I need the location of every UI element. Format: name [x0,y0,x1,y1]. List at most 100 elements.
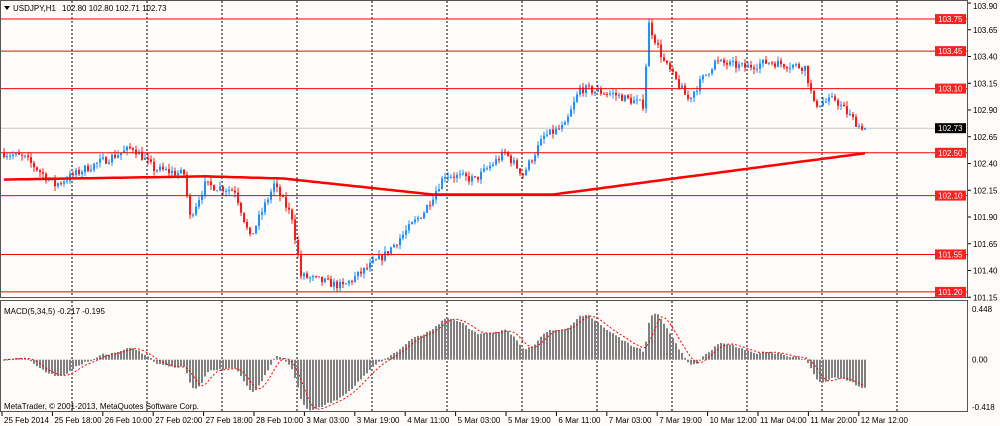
macd-bar [312,359,314,410]
macd-bar [6,359,8,361]
macd-bar [813,359,815,375]
bull-candle [648,22,650,67]
bear-candle [207,181,209,183]
macd-bar [231,359,233,369]
bull-candle [333,281,335,287]
bull-candle [144,158,146,160]
macd-bar [558,330,560,360]
macd-bar [354,359,356,386]
macd-bar [723,343,725,360]
bear-candle [519,168,521,174]
macd-bar [366,359,368,374]
macd-bar [630,345,632,360]
bear-candle [588,85,590,87]
bull-candle [15,153,17,155]
macd-bar [528,347,530,360]
macd-bar [339,359,341,398]
macd-bar [576,319,578,360]
bull-candle [24,155,26,157]
macd-bar [681,352,683,360]
bull-candle [48,179,50,181]
bear-candle [861,125,863,130]
macd-bar [537,340,539,360]
dropdown-triangle-icon[interactable] [4,6,10,10]
level-price-label: 102.50 [938,149,963,158]
bull-candle [570,109,572,117]
time-tick-label: 10 Mar 12:00 [710,416,758,425]
bull-candle [93,163,95,170]
macd-bar [357,359,359,382]
macd-bar [36,359,38,367]
macd-bar [63,359,65,375]
time-tick-label: 11 Mar 20:00 [810,416,857,425]
macd-bar [741,348,743,360]
bear-candle [657,42,659,45]
bull-candle [63,181,65,184]
macd-bar [837,359,839,379]
bull-candle [375,259,377,261]
bear-candle [342,281,344,285]
macd-bar [663,323,665,360]
bull-candle [177,173,179,176]
macd-bar [279,357,281,360]
bull-candle [777,60,779,67]
bull-candle [540,138,542,146]
macd-bar [627,342,629,360]
macd-bar [675,343,677,360]
bear-candle [135,149,137,155]
macd-bar [381,359,383,362]
bull-candle [492,164,494,166]
bull-candle [711,69,713,74]
macd-bar [102,353,104,360]
bull-candle [384,251,386,261]
macd-bar [363,359,365,376]
bear-candle [846,106,848,115]
macd-bar [690,359,692,365]
macd-bar [432,329,434,360]
macd-bar [345,359,347,394]
bear-candle [843,104,845,107]
bear-candle [801,67,803,71]
bull-candle [561,124,563,129]
bear-candle [189,195,191,215]
macd-pane-frame [0,300,968,412]
bear-candle [318,276,320,278]
macd-bar [174,359,176,368]
bull-candle [117,155,119,158]
macd-bar [342,359,344,396]
bull-candle [567,116,569,123]
bull-candle [438,189,440,192]
bear-candle [291,209,293,220]
bear-candle [222,186,224,192]
bull-candle [690,97,692,99]
macd-bar [783,355,785,360]
macd-bar [390,355,392,360]
bull-candle [456,174,458,178]
bear-candle [798,64,800,68]
macd-bar [297,359,299,388]
macd-bar [774,353,776,360]
bear-candle [18,153,20,155]
bear-candle [210,181,212,186]
macd-bar [81,359,83,365]
macd-bar [474,331,476,360]
macd-bar [393,352,395,360]
macd-bar [18,358,20,360]
macd-bar [114,352,116,360]
macd-bar [45,359,47,373]
macd-bar [69,359,71,371]
bull-candle [390,247,392,254]
bear-candle [522,173,524,176]
bull-candle [738,64,740,68]
macd-bar [249,359,251,391]
bull-candle [423,212,425,219]
horizontal-levels[interactable]: 103.75 103.45 103.10 102.50 102.10 101.55 101.… [1,14,968,297]
bear-candle [507,151,509,156]
bull-candle [495,159,497,165]
macd-bar [423,334,425,360]
bear-candle [132,148,134,150]
bull-candle [792,64,794,68]
bull-candle [594,91,596,94]
macd-bar [666,328,668,360]
